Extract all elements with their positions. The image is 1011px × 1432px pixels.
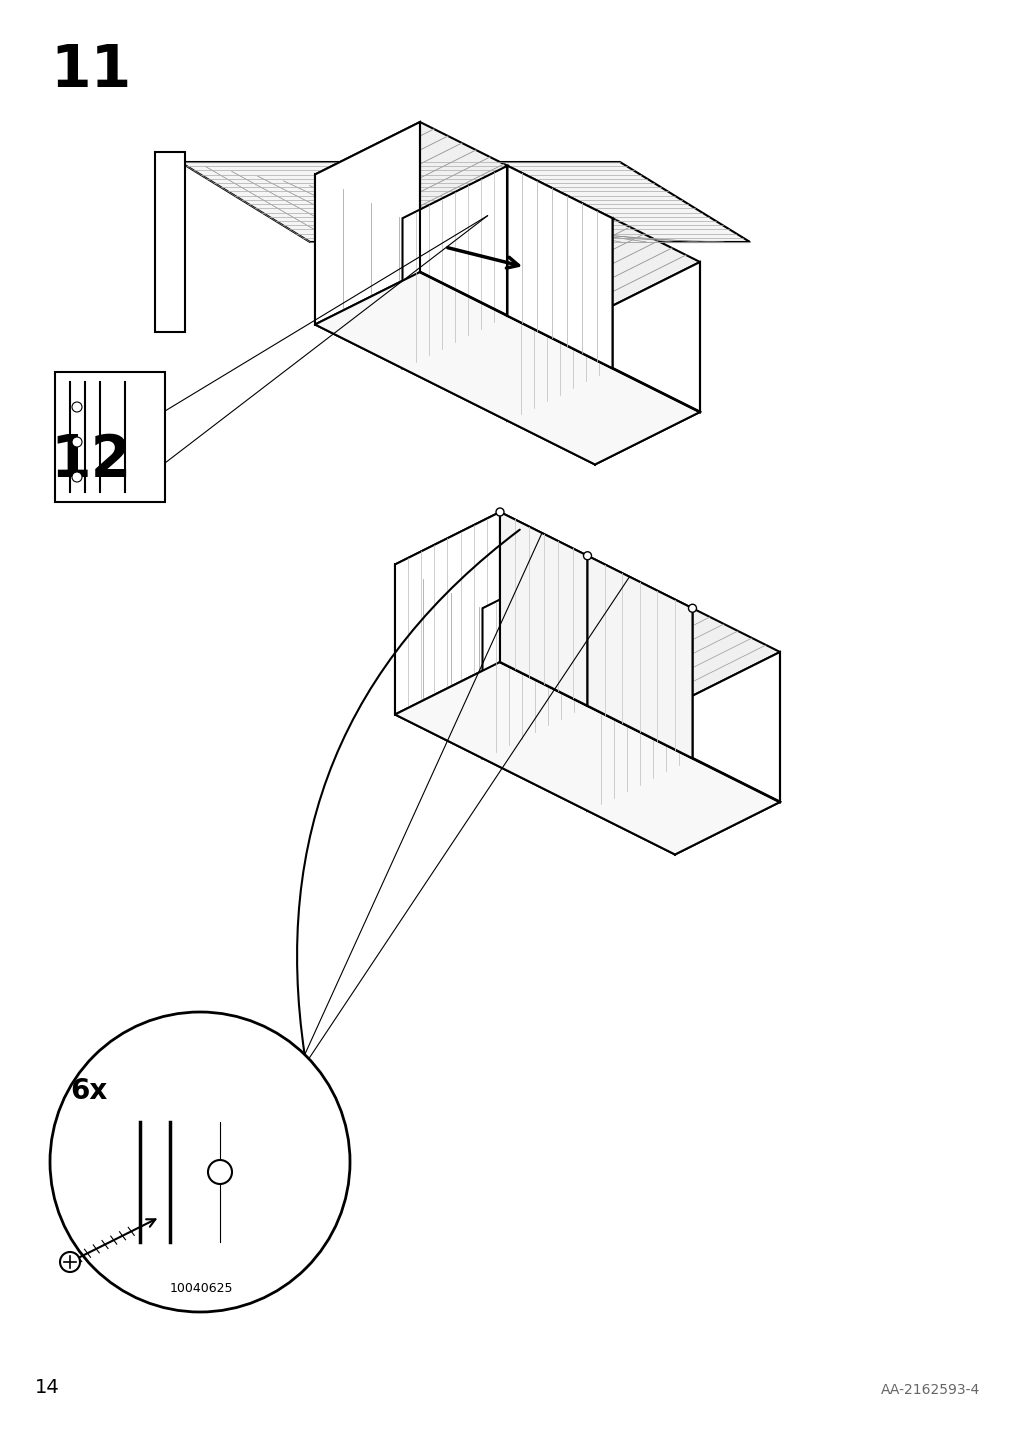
Circle shape	[583, 551, 590, 560]
Circle shape	[495, 508, 503, 516]
Polygon shape	[314, 175, 594, 464]
Polygon shape	[155, 152, 185, 332]
Polygon shape	[499, 513, 587, 706]
Circle shape	[208, 1160, 232, 1184]
Circle shape	[50, 1012, 350, 1312]
Text: 11: 11	[50, 42, 131, 99]
Circle shape	[72, 473, 82, 483]
Text: 6x: 6x	[70, 1077, 107, 1106]
FancyBboxPatch shape	[55, 372, 165, 503]
Circle shape	[60, 1252, 80, 1272]
Polygon shape	[394, 513, 779, 705]
Polygon shape	[507, 218, 612, 421]
Text: AA-2162593-4: AA-2162593-4	[880, 1383, 979, 1398]
Polygon shape	[394, 564, 674, 855]
Text: 10040625: 10040625	[170, 1282, 234, 1295]
Polygon shape	[587, 556, 692, 759]
Polygon shape	[402, 166, 507, 368]
Text: 14: 14	[35, 1378, 60, 1398]
Polygon shape	[394, 662, 779, 855]
Polygon shape	[394, 513, 499, 715]
Text: 12: 12	[50, 432, 131, 488]
Polygon shape	[507, 166, 612, 368]
Polygon shape	[482, 556, 587, 759]
Polygon shape	[594, 262, 700, 464]
Polygon shape	[314, 122, 420, 325]
Polygon shape	[314, 272, 700, 464]
Polygon shape	[180, 162, 749, 242]
Polygon shape	[314, 122, 700, 315]
Polygon shape	[587, 609, 692, 811]
Circle shape	[687, 604, 696, 613]
Circle shape	[72, 402, 82, 412]
Polygon shape	[674, 652, 779, 855]
Circle shape	[72, 437, 82, 447]
